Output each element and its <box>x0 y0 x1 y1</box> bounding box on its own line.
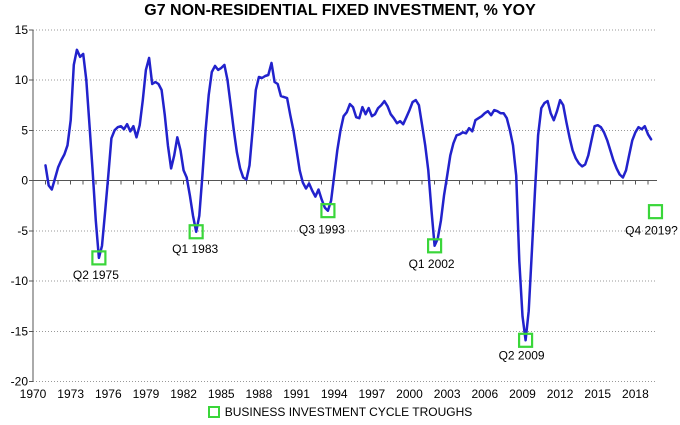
x-axis-tick-label: 2000 <box>396 387 423 401</box>
y-axis-tick-label: -10 <box>11 274 29 288</box>
trough-label: Q2 1975 <box>73 268 119 282</box>
trough-label: Q4 2019? <box>625 224 678 238</box>
x-axis-tick-label: 2018 <box>622 387 649 401</box>
trough-label: Q1 2002 <box>409 257 455 271</box>
trough-marker <box>647 204 664 220</box>
y-axis-tick-label: -15 <box>11 324 29 338</box>
x-axis-tick-label: 1976 <box>95 387 122 401</box>
trough-marker <box>91 250 107 266</box>
x-axis-tick-label: 2003 <box>434 387 461 401</box>
x-axis-tick-label: 2009 <box>509 387 536 401</box>
x-axis-tick-label: 1997 <box>358 387 385 401</box>
x-axis-tick-label: 1985 <box>208 387 235 401</box>
trough-marker <box>517 332 534 348</box>
legend-trough-marker-icon <box>207 406 220 418</box>
x-axis-tick-label: 1973 <box>57 387 84 401</box>
legend-label: BUSINESS INVESTMENT CYCLE TROUGHS <box>224 405 473 419</box>
trough-label: Q1 1983 <box>172 242 218 256</box>
y-axis-tick-label: 5 <box>21 123 28 137</box>
trough-marker <box>188 224 204 240</box>
x-axis-tick-label: 2006 <box>471 387 498 401</box>
chart-title: G7 NON-RESIDENTIAL FIXED INVESTMENT, % Y… <box>144 2 536 19</box>
trough-label: Q2 2009 <box>499 348 545 362</box>
trough-marker <box>427 238 443 254</box>
y-axis-tick-label: 15 <box>15 23 29 37</box>
x-axis-tick-label: 1970 <box>20 387 47 401</box>
x-axis-tick-label: 1982 <box>170 387 197 401</box>
y-axis-tick-label: -5 <box>17 224 28 238</box>
investment-line <box>44 48 653 342</box>
y-axis-tick-label: 10 <box>15 73 29 87</box>
y-axis-tick-label: -20 <box>11 375 29 389</box>
x-axis-tick-label: 1979 <box>133 387 160 401</box>
trough-marker <box>320 203 336 219</box>
x-axis-tick-label: 2015 <box>584 387 611 401</box>
x-axis-tick-label: 1991 <box>283 387 310 401</box>
legend: BUSINESS INVESTMENT CYCLE TROUGHS <box>0 404 680 420</box>
trough-label: Q3 1993 <box>299 223 345 237</box>
x-axis-tick-label: 2012 <box>547 387 574 401</box>
x-axis-tick-label: 1988 <box>246 387 273 401</box>
x-axis-tick-label: 1994 <box>321 387 348 401</box>
y-axis-tick-label: 0 <box>21 174 28 188</box>
